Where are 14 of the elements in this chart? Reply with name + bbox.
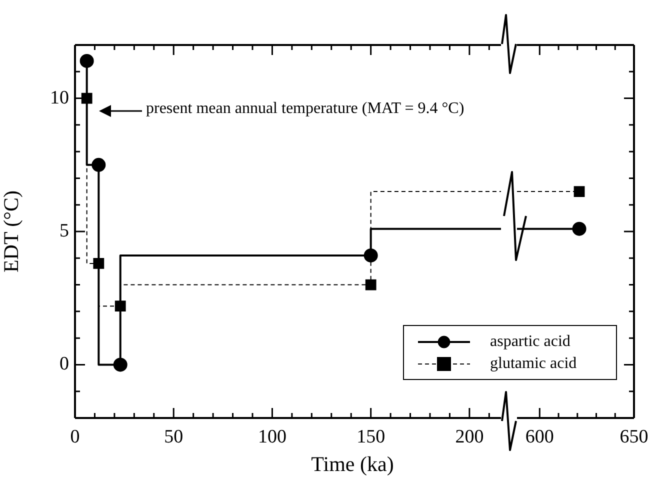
y-tick-label: 0 <box>60 354 69 375</box>
x-tick-label: 100 <box>258 426 286 448</box>
x-tick-label: 600 <box>525 426 554 448</box>
annotation: present mean annual temperature (MAT = 9.4 °C) <box>146 100 464 118</box>
legend-label: glutamic acid <box>490 355 577 373</box>
x-tick-label: 50 <box>164 426 184 448</box>
legend-label: aspartic acid <box>490 333 570 351</box>
x-tick-label: 650 <box>620 426 648 448</box>
x-tick-label: 200 <box>455 426 484 448</box>
y-axis-title: EDT (°C) <box>0 190 24 273</box>
y-tick-label: 5 <box>60 220 69 242</box>
y-tick-label: 10 <box>50 87 69 108</box>
x-tick-label: 150 <box>356 426 386 448</box>
x-axis-title: Time (ka) <box>310 452 395 477</box>
